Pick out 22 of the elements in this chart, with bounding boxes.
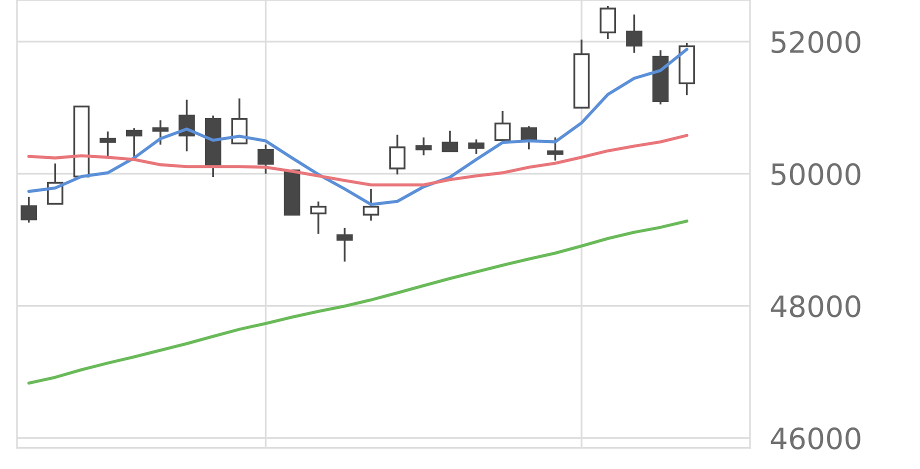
candlestick bbox=[494, 110, 511, 141]
candlestick bbox=[547, 136, 564, 162]
candlestick bbox=[336, 227, 353, 263]
y-tick-label: 52000 bbox=[772, 31, 860, 54]
candlestick bbox=[362, 188, 380, 222]
y-tick-label: 48000 bbox=[770, 295, 860, 318]
candlestick bbox=[258, 144, 274, 175]
candlestick bbox=[389, 134, 406, 176]
candlestick bbox=[152, 119, 169, 146]
candlestick bbox=[468, 138, 484, 155]
candlestick bbox=[20, 196, 37, 224]
candlestick bbox=[100, 130, 116, 159]
candlestick bbox=[600, 5, 616, 40]
y-tick-label: 46000 bbox=[770, 427, 860, 450]
candlestick bbox=[626, 14, 642, 54]
line-series bbox=[27, 134, 688, 186]
candlestick bbox=[415, 136, 432, 156]
candlestick bbox=[310, 200, 326, 235]
candlestick bbox=[126, 127, 142, 159]
candlestick bbox=[442, 130, 458, 152]
line-series bbox=[27, 220, 688, 385]
y-tick-label: 50000 bbox=[772, 163, 860, 186]
